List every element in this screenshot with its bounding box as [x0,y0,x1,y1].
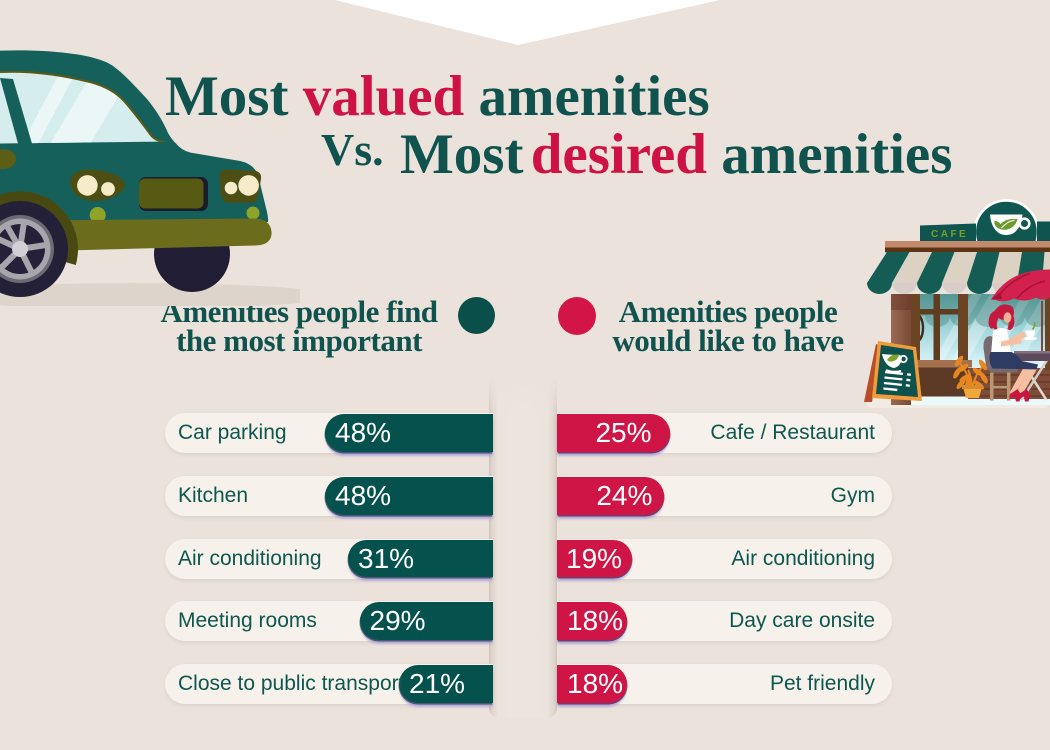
svg-text:CAFE: CAFE [931,229,968,240]
